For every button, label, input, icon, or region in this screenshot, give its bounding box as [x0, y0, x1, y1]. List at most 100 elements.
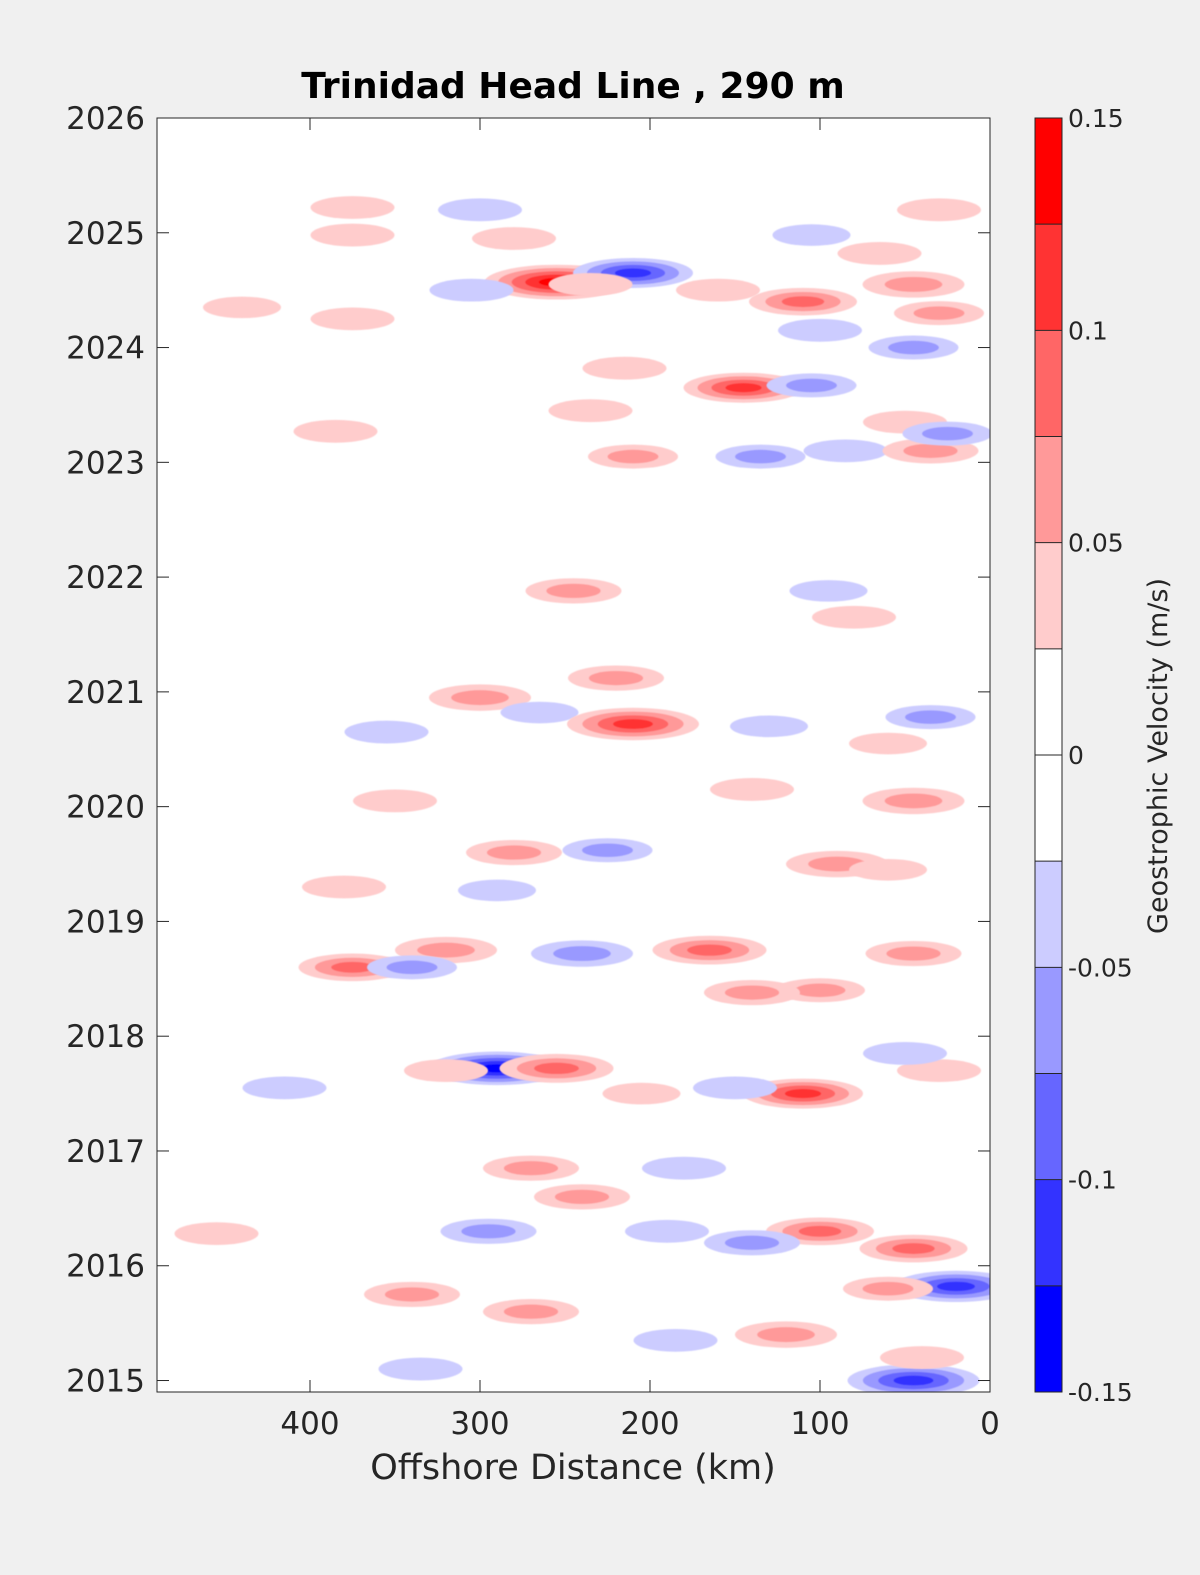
contour-feature	[310, 223, 395, 247]
x-tick-label: 200	[620, 1406, 679, 1442]
contour-feature	[562, 838, 653, 863]
colorbar-tick-label: 0.05	[1068, 529, 1124, 558]
contour-feature	[743, 1078, 863, 1109]
colorbar-segment	[1035, 648, 1062, 755]
contour-level	[812, 605, 896, 629]
contour-feature	[310, 307, 395, 331]
contour-feature	[868, 335, 959, 360]
contour-feature	[880, 1346, 964, 1369]
contour-feature	[548, 273, 633, 296]
contour-level	[625, 1219, 709, 1243]
contour-level	[735, 449, 786, 464]
contour-feature	[843, 1276, 933, 1301]
colorbar-segment	[1035, 542, 1062, 649]
x-axis-label: Offshore Distance (km)	[370, 1448, 776, 1488]
contour-level	[724, 1235, 780, 1250]
contour-level	[588, 670, 644, 686]
contour-level	[642, 1156, 726, 1180]
contour-level	[417, 942, 475, 958]
contour-level	[789, 580, 868, 602]
contour-level	[174, 1222, 259, 1246]
colorbar-label: Geostrophic Velocity (m/s)	[1143, 578, 1174, 934]
contour-feature	[378, 1357, 463, 1381]
contour-level	[897, 1059, 981, 1083]
contour-feature	[472, 227, 556, 250]
contour-feature	[778, 318, 862, 342]
contour-level	[730, 715, 808, 738]
contour-level	[893, 1375, 934, 1386]
colorbar-segment	[1035, 967, 1062, 1074]
contour-feature	[242, 1076, 327, 1100]
colorbar-tick-label: 0	[1068, 741, 1084, 770]
contour-feature	[812, 605, 896, 629]
contour-feature	[531, 940, 633, 967]
contour-level	[633, 1328, 718, 1352]
contour-feature	[364, 1281, 460, 1308]
contour-level	[553, 946, 611, 962]
y-tick-label: 2018	[66, 1019, 145, 1055]
contour-feature	[642, 1156, 726, 1180]
contour-level	[310, 223, 395, 247]
contour-feature	[582, 356, 667, 380]
contour-feature	[174, 1222, 259, 1246]
contour-level	[886, 946, 941, 961]
colorbar-segment	[1035, 436, 1062, 543]
contour-level	[458, 879, 536, 902]
contour-feature	[302, 875, 386, 899]
contour-feature	[499, 1053, 614, 1083]
colorbar-segment	[1035, 118, 1062, 225]
contour-level	[888, 340, 939, 355]
y-tick-label: 2015	[66, 1364, 145, 1400]
contour-feature	[500, 701, 579, 724]
contour-level	[803, 439, 888, 463]
contour-feature	[483, 1155, 579, 1181]
contour-feature	[847, 1364, 980, 1392]
contour-feature	[772, 224, 851, 246]
contour-level	[849, 858, 927, 881]
contour-level	[613, 719, 653, 729]
chart-title: Trinidad Head Line , 290 m	[301, 66, 844, 107]
contour-level	[905, 710, 956, 724]
contour-level	[548, 273, 633, 296]
y-tick-label: 2019	[66, 904, 145, 940]
contour-feature	[894, 301, 984, 326]
y-tick-label: 2023	[66, 445, 145, 481]
contour-feature	[730, 715, 808, 738]
contour-feature	[863, 1042, 947, 1065]
x-axis: 400 300 200 100 0	[280, 118, 1000, 1442]
contour-level	[302, 875, 386, 899]
contour-feature	[633, 1328, 718, 1352]
contour-level	[242, 1076, 327, 1100]
contour-feature	[652, 935, 767, 965]
contour-feature	[466, 839, 562, 866]
contour-feature	[676, 278, 760, 302]
contour-level	[503, 1161, 559, 1176]
contour-level	[897, 198, 981, 222]
y-tick-label: 2016	[66, 1249, 145, 1285]
contour-feature	[837, 242, 922, 265]
contour-feature	[440, 1218, 537, 1244]
contour-level	[892, 1243, 935, 1254]
contour-level	[344, 720, 429, 744]
contour-feature	[897, 1059, 981, 1083]
x-tick-label: 100	[790, 1406, 849, 1442]
contour-level	[786, 378, 837, 393]
contour-level	[546, 583, 601, 598]
contour-level	[554, 1189, 610, 1205]
contour-feature	[865, 940, 962, 967]
y-axis: 2026 2025 2024 2023 2022 2021 2020 2019 2018 2017…	[66, 101, 990, 1400]
plot-frame	[156, 117, 991, 1393]
contour-feature	[902, 421, 990, 446]
contour-feature	[353, 789, 437, 813]
colorbar-tick-label: -0.05	[1068, 953, 1133, 982]
contour-level	[582, 356, 667, 380]
contour-level	[884, 793, 943, 809]
contour-level	[849, 732, 927, 755]
contour-feature	[704, 979, 800, 1006]
contour-feature	[749, 287, 857, 316]
y-tick-label: 2022	[66, 560, 145, 596]
contour-level	[386, 960, 438, 975]
contour-level	[451, 690, 509, 706]
contour-level	[310, 196, 395, 219]
